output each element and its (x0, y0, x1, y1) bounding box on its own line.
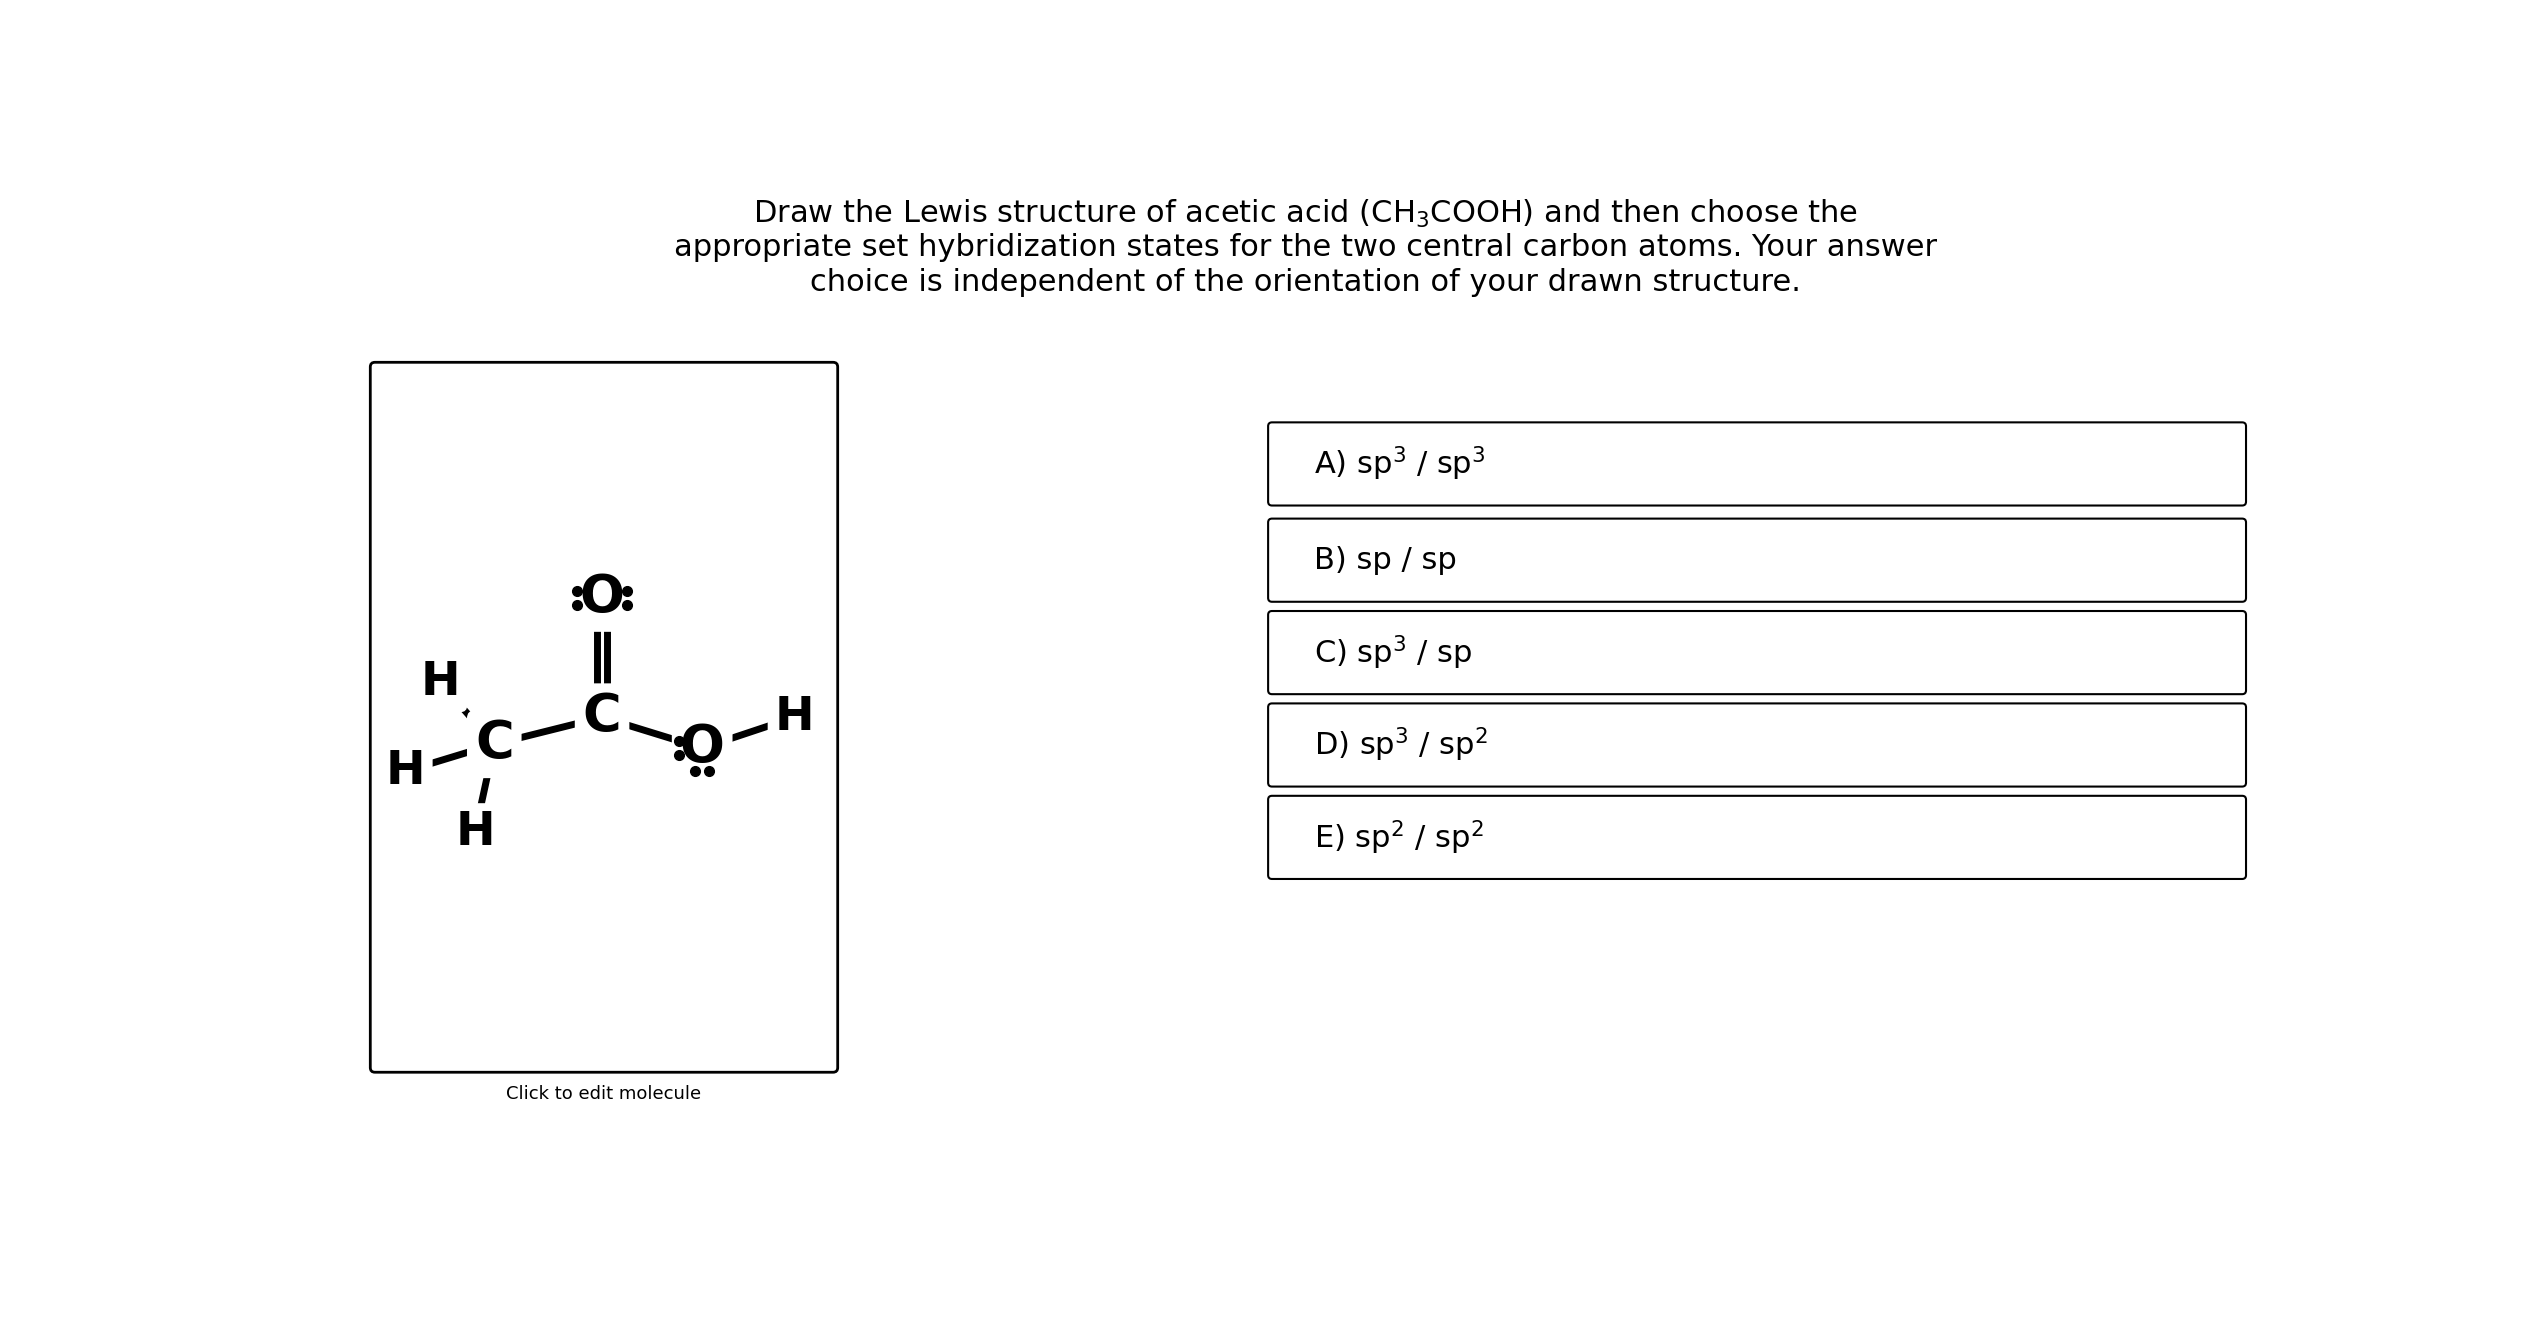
FancyBboxPatch shape (1269, 796, 2245, 879)
Text: H: H (385, 749, 426, 793)
FancyBboxPatch shape (1269, 519, 2245, 602)
Text: E) sp$^2$ / sp$^2$: E) sp$^2$ / sp$^2$ (1315, 818, 1483, 856)
Text: C: C (474, 719, 515, 771)
Text: H: H (775, 694, 815, 740)
Text: C) sp$^3$ / sp: C) sp$^3$ / sp (1315, 633, 1473, 672)
Text: O: O (680, 723, 724, 775)
Text: C: C (583, 692, 622, 744)
Text: appropriate set hybridization states for the two central carbon atoms. Your answ: appropriate set hybridization states for… (675, 233, 1936, 262)
FancyBboxPatch shape (1269, 423, 2245, 506)
Text: Draw the Lewis structure of acetic acid (CH$_3$COOH) and then choose the: Draw the Lewis structure of acetic acid … (754, 198, 1857, 230)
Text: Click to edit molecule: Click to edit molecule (507, 1085, 701, 1103)
FancyBboxPatch shape (369, 363, 838, 1072)
Text: H: H (456, 811, 494, 855)
FancyBboxPatch shape (1269, 704, 2245, 787)
Text: choice is independent of the orientation of your drawn structure.: choice is independent of the orientation… (810, 269, 1801, 297)
FancyBboxPatch shape (1269, 611, 2245, 694)
Text: D) sp$^3$ / sp$^2$: D) sp$^3$ / sp$^2$ (1315, 725, 1488, 764)
Text: A) sp$^3$ / sp$^3$: A) sp$^3$ / sp$^3$ (1315, 444, 1485, 483)
Text: H: H (420, 660, 461, 705)
Text: B) sp / sp: B) sp / sp (1315, 546, 1457, 575)
Text: O: O (578, 571, 624, 624)
